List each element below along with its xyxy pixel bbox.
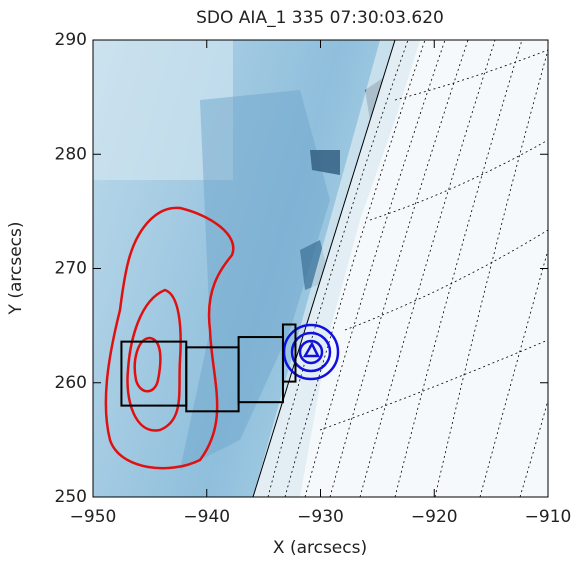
solar-image — [93, 40, 548, 497]
x-tick-label: −930 — [297, 507, 344, 527]
x-tick-label: −920 — [411, 507, 458, 527]
x-tick-label: −910 — [525, 507, 572, 527]
x-tick-label: −940 — [183, 507, 230, 527]
chart-title: SDO AIA_1 335 07:30:03.620 — [196, 8, 444, 28]
x-tick-label: −950 — [70, 507, 117, 527]
y-tick-label: 270 — [55, 259, 87, 279]
y-tick-label: 260 — [55, 373, 87, 393]
chart: SDO AIA_1 335 07:30:03.620 X (arcsecs) Y… — [0, 0, 580, 561]
y-tick-label: 290 — [55, 30, 87, 50]
y-tick-label: 250 — [55, 487, 87, 507]
y-tick-label: 280 — [55, 144, 87, 164]
x-axis-label: X (arcsecs) — [273, 538, 367, 558]
y-axis-label: Y (arcsecs) — [6, 222, 26, 316]
